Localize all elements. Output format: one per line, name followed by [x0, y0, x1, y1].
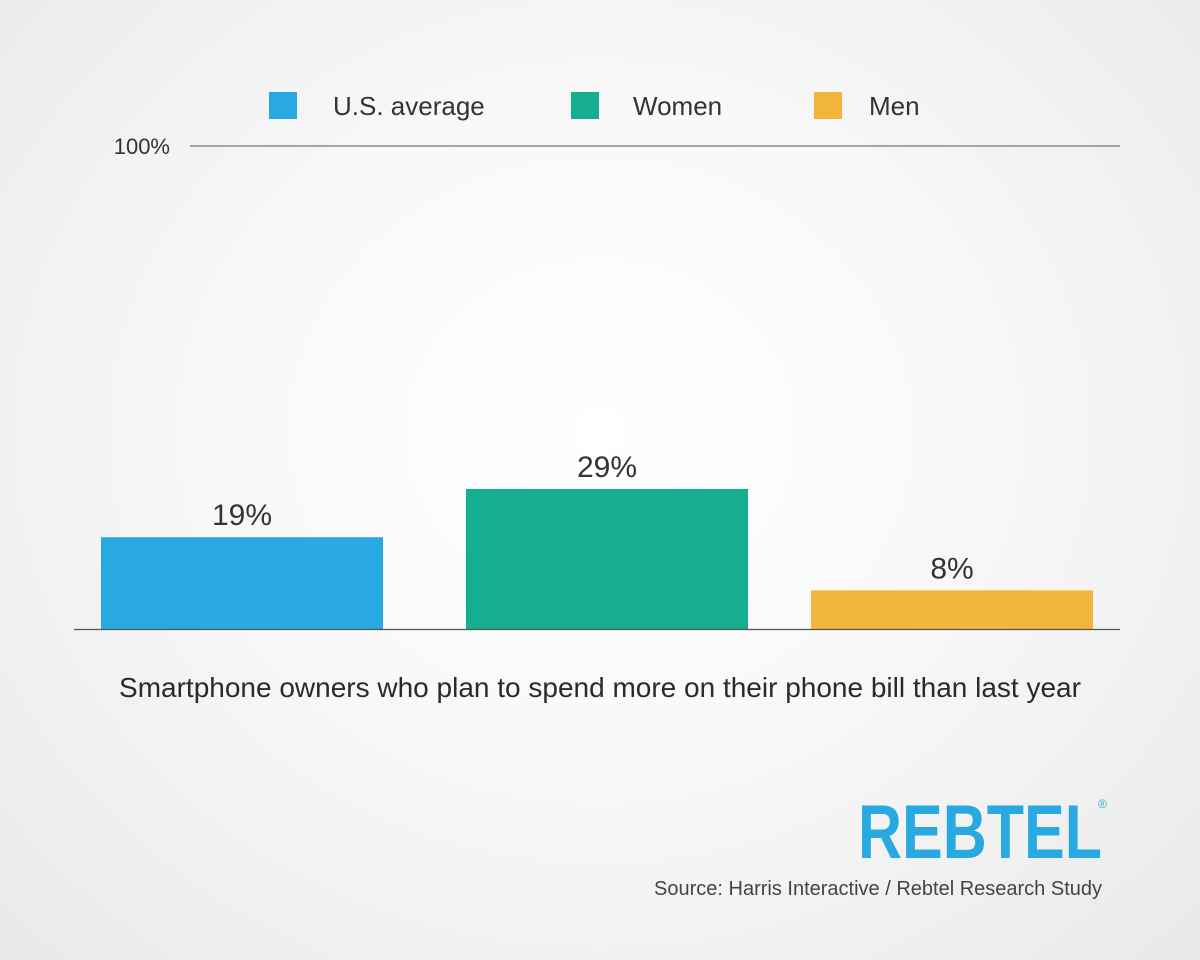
source-note: Source: Harris Interactive / Rebtel Rese…: [654, 878, 1102, 900]
chart-caption: Smartphone owners who plan to spend more…: [119, 672, 1081, 703]
legend-label-men: Men: [869, 91, 920, 121]
registered-mark: ®: [1098, 797, 1107, 811]
value-label-men: 8%: [930, 552, 973, 585]
value-label-women: 29%: [577, 451, 637, 484]
bar-chart: U.S. average Women Men 100% 19% 29% 8%: [74, 91, 1120, 631]
rebtel-logo-text: REBTEL: [858, 794, 1102, 864]
legend-swatch-men: [814, 92, 842, 119]
bars: 19% 29% 8%: [101, 451, 1093, 629]
legend-label-u-s-average: U.S. average: [333, 91, 485, 121]
value-label-u-s-average: 19%: [212, 499, 272, 532]
bar-u-s-average: [101, 537, 383, 629]
legend-swatch-women: [571, 92, 599, 119]
y-tick-label-100: 100%: [114, 134, 170, 159]
rebtel-logo: REBTEL ®: [858, 794, 1107, 864]
bar-men: [811, 590, 1093, 629]
legend-label-women: Women: [633, 91, 722, 121]
legend-swatch-u-s-average: [269, 92, 297, 119]
chart-legend: U.S. average Women Men: [269, 91, 920, 121]
bar-women: [466, 488, 748, 629]
